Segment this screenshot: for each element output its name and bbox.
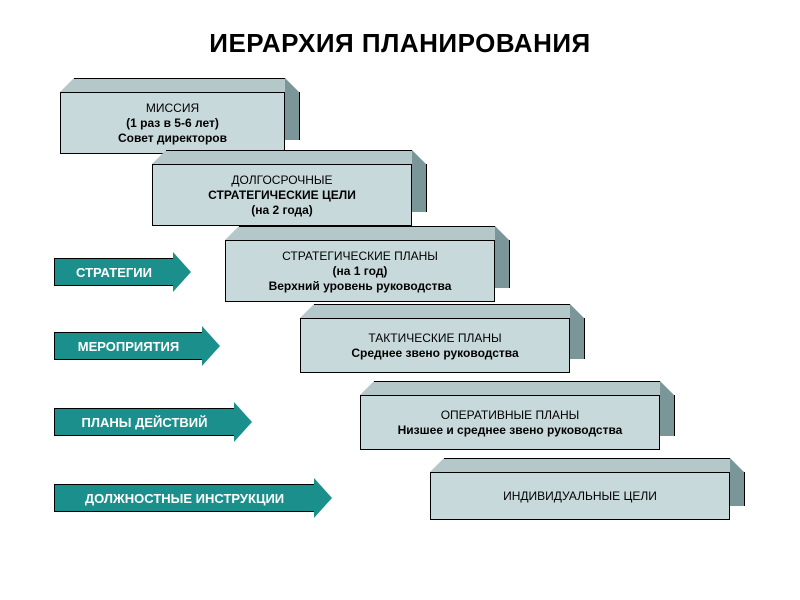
block-line-2: СТРАТЕГИЧЕСКИЕ ЦЕЛИ: [208, 188, 356, 203]
arrow-body: МЕРОПРИЯТИЯ: [54, 332, 202, 360]
arrow-head-icon: [234, 402, 252, 442]
arrow-head-icon: [173, 252, 191, 292]
block-line-1: СТРАТЕГИЧЕСКИЕ ПЛАНЫ: [282, 249, 438, 264]
block-line-2: (на 1 год): [333, 264, 388, 279]
page-title: ИЕРАРХИЯ ПЛАНИРОВАНИЯ: [0, 28, 800, 59]
block-front-face: ОПЕРАТИВНЫЕ ПЛАНЫНизшее и среднее звено …: [360, 395, 660, 450]
arrow-body: ДОЛЖНОСТНЫЕ ИНСТРУКЦИИ: [54, 484, 314, 512]
block-side-face: [285, 78, 299, 140]
block-top-face: [225, 226, 495, 240]
block-line-3: (на 2 года): [251, 203, 313, 218]
block-front-face: МИССИЯ(1 раз в 5-6 лет)Совет директоров: [60, 92, 285, 154]
block-line-1: ОПЕРАТИВНЫЕ ПЛАНЫ: [441, 408, 580, 423]
hierarchy-block-0: МИССИЯ(1 раз в 5-6 лет)Совет директоров: [60, 92, 285, 154]
block-line-1: ТАКТИЧЕСКИЕ ПЛАНЫ: [368, 331, 501, 346]
block-top-face: [152, 150, 412, 164]
block-front-face: СТРАТЕГИЧЕСКИЕ ПЛАНЫ(на 1 год)Верхний ур…: [225, 240, 495, 302]
block-side-face: [660, 381, 674, 436]
arrow-label-1: МЕРОПРИЯТИЯ: [54, 332, 220, 360]
block-line-2: (1 раз в 5-6 лет): [126, 116, 219, 131]
hierarchy-block-2: СТРАТЕГИЧЕСКИЕ ПЛАНЫ(на 1 год)Верхний ур…: [225, 240, 495, 302]
arrow-head-icon: [314, 478, 332, 518]
block-top-face: [300, 304, 570, 318]
block-top-face: [360, 381, 660, 395]
block-top-face: [60, 78, 285, 92]
hierarchy-block-1: ДОЛГОСРОЧНЫЕСТРАТЕГИЧЕСКИЕ ЦЕЛИ(на 2 год…: [152, 164, 412, 226]
arrow-body: ПЛАНЫ ДЕЙСТВИЙ: [54, 408, 234, 436]
block-line-1: ДОЛГОСРОЧНЫЕ: [231, 173, 332, 188]
block-front-face: ДОЛГОСРОЧНЫЕСТРАТЕГИЧЕСКИЕ ЦЕЛИ(на 2 год…: [152, 164, 412, 226]
arrow-label-2: ПЛАНЫ ДЕЙСТВИЙ: [54, 408, 252, 436]
arrow-body: СТРАТЕГИИ: [54, 258, 173, 286]
block-line-3: Совет директоров: [118, 131, 227, 146]
block-line-1: МИССИЯ: [146, 101, 199, 116]
block-side-face: [570, 304, 584, 359]
block-line-2: Низшее и среднее звено руководства: [398, 423, 623, 438]
arrow-label-3: ДОЛЖНОСТНЫЕ ИНСТРУКЦИИ: [54, 484, 332, 512]
block-line-3: Верхний уровень руководства: [269, 279, 452, 294]
block-front-face: ИНДИВИДУАЛЬНЫЕ ЦЕЛИ: [430, 472, 730, 520]
block-line-2: Среднее звено руководства: [351, 346, 518, 361]
arrow-head-icon: [202, 326, 220, 366]
block-front-face: ТАКТИЧЕСКИЕ ПЛАНЫСреднее звено руководст…: [300, 318, 570, 373]
block-top-face: [430, 458, 730, 472]
arrow-label-0: СТРАТЕГИИ: [54, 258, 191, 286]
block-side-face: [730, 458, 744, 506]
block-side-face: [412, 150, 426, 212]
hierarchy-block-5: ИНДИВИДУАЛЬНЫЕ ЦЕЛИ: [430, 472, 730, 520]
block-line-1: ИНДИВИДУАЛЬНЫЕ ЦЕЛИ: [503, 489, 657, 504]
hierarchy-block-4: ОПЕРАТИВНЫЕ ПЛАНЫНизшее и среднее звено …: [360, 395, 660, 450]
block-side-face: [495, 226, 509, 288]
hierarchy-block-3: ТАКТИЧЕСКИЕ ПЛАНЫСреднее звено руководст…: [300, 318, 570, 373]
